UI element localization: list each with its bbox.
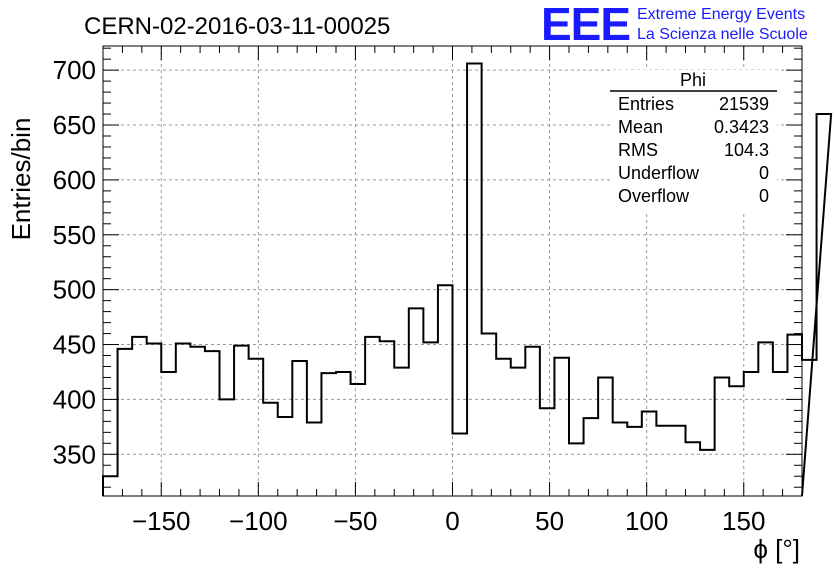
histogram-outline bbox=[102, 62, 833, 497]
histogram-bin bbox=[307, 422, 322, 496]
x-tick-label: −150 bbox=[132, 506, 191, 536]
logo-line-1: Extreme Energy Events bbox=[637, 6, 805, 23]
y-tick-label: 550 bbox=[53, 220, 96, 250]
histogram-bin bbox=[423, 342, 438, 496]
histogram-bin bbox=[394, 368, 409, 496]
histogram-bin bbox=[787, 335, 802, 496]
histogram-bin bbox=[758, 342, 773, 496]
x-tick-label: −50 bbox=[333, 506, 377, 536]
histogram-bin bbox=[103, 476, 118, 496]
histogram-bin bbox=[569, 443, 584, 496]
histogram-bin bbox=[438, 285, 453, 496]
histogram-bin bbox=[671, 426, 686, 496]
stats-value: 0 bbox=[759, 186, 769, 206]
histogram-bin bbox=[365, 337, 380, 496]
histogram-bin bbox=[656, 426, 671, 496]
histogram-bin bbox=[161, 372, 176, 496]
stats-value: 0 bbox=[759, 163, 769, 183]
x-tick-label: 0 bbox=[445, 506, 459, 536]
histogram-bin bbox=[190, 347, 205, 496]
eee-logo: EEE Extreme Energy Events La Scienza nel… bbox=[541, 0, 808, 50]
chart-title: CERN-02-2016-03-11-00025 bbox=[84, 13, 390, 40]
histogram-bin bbox=[220, 399, 235, 496]
x-tick-label: 150 bbox=[722, 506, 765, 536]
histogram-bin bbox=[482, 334, 497, 496]
y-tick-label: 650 bbox=[53, 110, 96, 140]
x-tick-label: 50 bbox=[535, 506, 564, 536]
stats-label: Overflow bbox=[618, 186, 690, 206]
histogram-bin bbox=[467, 64, 482, 496]
x-tick-label: 100 bbox=[625, 506, 668, 536]
y-tick-label: 400 bbox=[53, 384, 96, 414]
histogram-bin bbox=[802, 360, 817, 496]
histogram-bin bbox=[176, 343, 191, 496]
axes: −150 −100 −50 0 50 100 150 350 400 450 500 550 600 65… bbox=[53, 46, 803, 536]
histogram-bin bbox=[496, 359, 511, 496]
y-axis-label: Entries/bin bbox=[6, 118, 36, 241]
stats-value: 21539 bbox=[719, 94, 769, 114]
stats-value: 104.3 bbox=[724, 140, 769, 160]
histogram-bin bbox=[729, 386, 744, 496]
histogram-bin bbox=[380, 341, 395, 496]
histogram-bin bbox=[249, 359, 264, 496]
histogram-bin bbox=[773, 372, 788, 496]
stats-label: Underflow bbox=[618, 163, 700, 183]
histogram-bin bbox=[642, 411, 657, 496]
histogram-bin bbox=[525, 347, 540, 496]
histogram-bin bbox=[715, 377, 730, 496]
histogram-bin bbox=[234, 346, 249, 496]
histogram-bin bbox=[613, 422, 628, 496]
stats-label: Entries bbox=[618, 94, 674, 114]
plot-frame bbox=[102, 45, 803, 497]
logo-line-2: La Scienza nelle Scuole bbox=[637, 26, 808, 43]
y-tick-label: 700 bbox=[53, 55, 96, 85]
histogram-bin bbox=[817, 114, 832, 496]
y-tick-label: 500 bbox=[53, 275, 96, 305]
y-tick-label: 450 bbox=[53, 330, 96, 360]
histogram-bin bbox=[554, 358, 569, 496]
histogram-bin bbox=[147, 343, 162, 496]
y-tick-label: 350 bbox=[53, 439, 96, 469]
stats-label: Mean bbox=[618, 117, 663, 137]
histogram-bin bbox=[278, 417, 293, 496]
histogram-bin bbox=[205, 351, 220, 496]
histogram-bin bbox=[686, 442, 701, 496]
stats-value: 0.3423 bbox=[714, 117, 769, 137]
histogram-series bbox=[102, 62, 833, 497]
histogram-bin bbox=[627, 427, 642, 496]
histogram-bin bbox=[351, 384, 366, 496]
x-axis-label: ϕ [°] bbox=[753, 534, 800, 564]
histogram-bin bbox=[453, 433, 468, 496]
histogram-bin bbox=[584, 418, 599, 496]
histogram-bin bbox=[118, 349, 133, 496]
stats-title: Phi bbox=[680, 70, 706, 90]
histogram-bin bbox=[744, 372, 759, 496]
histogram-bin bbox=[540, 408, 555, 496]
histogram-bin bbox=[132, 337, 147, 496]
stats-box-background bbox=[610, 70, 777, 212]
histogram-bin bbox=[700, 450, 715, 496]
histogram-bin bbox=[336, 372, 351, 496]
logo-mark: EEE bbox=[541, 0, 630, 50]
histogram-bin bbox=[263, 403, 278, 496]
x-tick-label: −100 bbox=[229, 506, 288, 536]
y-tick-label: 600 bbox=[53, 165, 96, 195]
stats-box: Phi Entries 21539 Mean 0.3423 RMS 104.3 Underf… bbox=[610, 70, 777, 212]
histogram-bin bbox=[292, 361, 307, 496]
histogram-bin bbox=[511, 368, 526, 496]
histogram-bin bbox=[598, 377, 613, 496]
histogram-bin bbox=[321, 373, 336, 496]
stats-label: RMS bbox=[618, 140, 658, 160]
histogram-bin bbox=[409, 308, 424, 496]
